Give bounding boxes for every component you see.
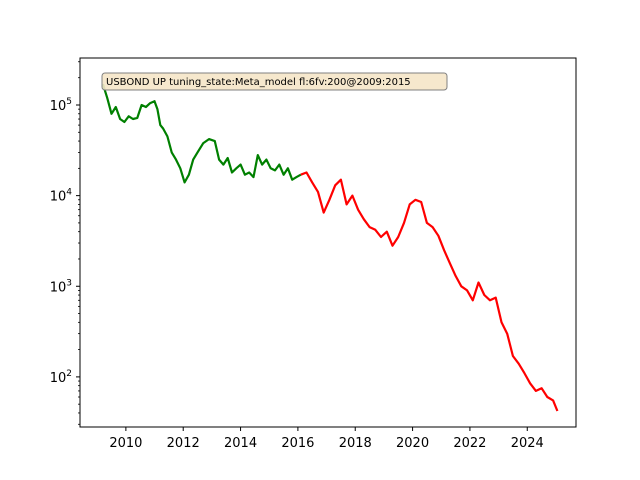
x-tick-label: 2018	[339, 436, 372, 451]
x-tick-label: 2024	[511, 436, 544, 451]
x-tick-label: 2012	[167, 436, 200, 451]
x-tick-label: 2014	[224, 436, 257, 451]
annotation-background	[101, 72, 448, 91]
x-tick-label: 2020	[396, 436, 429, 451]
x-tick-label: 2010	[109, 436, 142, 451]
y-tick-base: 10	[50, 190, 67, 205]
series-line-2	[300, 171, 559, 412]
y-tick-label: 103	[50, 278, 72, 295]
series-line-1	[101, 83, 302, 184]
x-tick-label: 2022	[453, 436, 486, 451]
y-tick-base: 10	[50, 371, 67, 386]
y-tick-label: 105	[50, 97, 72, 114]
y-tick-base: 10	[50, 99, 67, 114]
annotation-text: USBOND UP tuning_state:Meta_model fl:6fv…	[106, 77, 411, 88]
plot-area	[79, 57, 577, 428]
y-tick-exponent: 4	[66, 188, 72, 198]
y-tick-exponent: 3	[66, 278, 72, 288]
y-tick-exponent: 5	[66, 97, 72, 107]
y-tick-exponent: 2	[66, 369, 72, 379]
annotation-box: USBOND UP tuning_state:Meta_model fl:6fv…	[101, 72, 448, 91]
series-layer	[101, 83, 559, 412]
y-tick-label: 102	[50, 369, 72, 386]
y-tick-base: 10	[50, 280, 67, 295]
y-tick-label: 104	[50, 188, 73, 205]
x-axis: 2010 2012 2014 2016 2018 2020 2022 2024	[109, 427, 544, 451]
x-tick-label: 2016	[281, 436, 314, 451]
